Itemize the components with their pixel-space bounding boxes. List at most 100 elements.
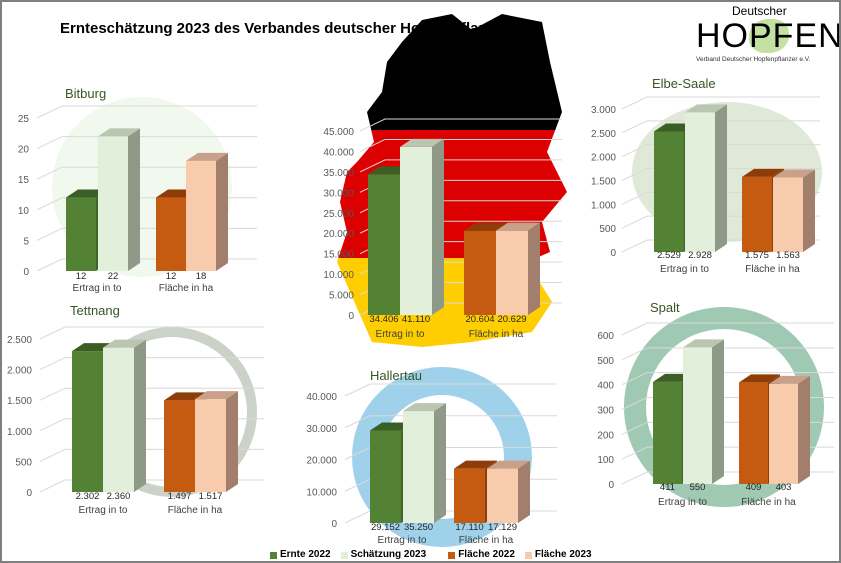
category-label: Ertrag in to — [79, 505, 128, 516]
legend-label: Fläche 2022 — [458, 549, 515, 560]
y-tick-label: 20 — [18, 145, 30, 156]
y-tick-label: 45.000 — [323, 127, 354, 138]
bar-ernte-2022 — [66, 197, 96, 271]
y-tick-label: 20.000 — [306, 456, 337, 467]
y-tick-label: 600 — [597, 331, 614, 342]
category-label: Fläche in ha — [741, 497, 796, 508]
legend-swatch — [524, 551, 532, 559]
y-tick-label: 10.000 — [306, 487, 337, 498]
gridline — [39, 357, 264, 371]
chart-deutschland: 0 5.000 10.000 15.000 20.000 25.000 30.000 35.0… — [323, 118, 562, 340]
gridline — [39, 326, 264, 340]
bar-flaeche-2022 — [454, 468, 485, 523]
y-tick-label: 35.000 — [323, 168, 354, 179]
gridline — [344, 383, 557, 397]
bar-schaetzung-2023 — [103, 347, 134, 492]
y-tick-label: 400 — [597, 381, 614, 392]
bar-side-flaeche-2023 — [803, 169, 815, 252]
bar-top-schaetzung-2023 — [400, 138, 444, 147]
y-tick-label: 1.500 — [591, 177, 616, 188]
y-tick-label: 500 — [599, 224, 616, 235]
bar-schaetzung-2023 — [683, 347, 712, 484]
y-tick-label: 2.500 — [7, 335, 32, 346]
bar-top-flaeche-2023 — [773, 169, 815, 178]
category-label: Fläche in ha — [469, 329, 524, 340]
value-label: 2.529 — [657, 250, 681, 261]
gridline — [359, 138, 562, 152]
bar-top-schaetzung-2023 — [683, 339, 724, 348]
bar-top-flaeche-2023 — [769, 375, 810, 384]
category-label: Ertrag in to — [73, 283, 122, 294]
value-label: 41.110 — [402, 314, 430, 325]
category-label: Fläche in ha — [459, 535, 514, 546]
value-label: 12 — [76, 271, 87, 282]
value-label: 1.497 — [168, 491, 192, 502]
y-tick-label: 500 — [15, 457, 32, 468]
y-tick-label: 1.000 — [591, 200, 616, 211]
y-tick-label: 25 — [18, 114, 30, 125]
y-tick-label: 30.000 — [323, 188, 354, 199]
bar-ernte-2022 — [654, 131, 684, 252]
y-tick-label: 200 — [597, 430, 614, 441]
bar-side-schaetzung-2023 — [432, 138, 444, 315]
bar-side-schaetzung-2023 — [134, 339, 146, 492]
bar-flaeche-2022 — [739, 382, 768, 484]
gridline — [621, 347, 834, 361]
chart-title: Elbe-Saale — [652, 76, 716, 91]
bar-ernte-2022 — [72, 351, 103, 492]
bar-top-flaeche-2023 — [186, 152, 228, 161]
bar-flaeche-2023 — [496, 230, 528, 315]
y-tick-label: 20.000 — [323, 229, 354, 240]
y-tick-label: 25.000 — [323, 209, 354, 220]
value-label: 17.129 — [488, 522, 517, 533]
value-label: 550 — [690, 482, 706, 493]
value-label: 29.152 — [371, 522, 400, 533]
bar-top-flaeche-2023 — [195, 391, 238, 400]
y-tick-label: 2.500 — [591, 129, 616, 140]
bar-schaetzung-2023 — [400, 146, 432, 315]
gridline — [621, 120, 820, 134]
gridline — [39, 387, 264, 401]
bar-flaeche-2022 — [464, 230, 496, 315]
chart-title: Bitburg — [65, 86, 106, 101]
y-tick-label: 1.000 — [7, 427, 32, 438]
logo-top-text: Deutscher — [732, 4, 787, 18]
bar-schaetzung-2023 — [403, 411, 434, 523]
bar-schaetzung-2023 — [685, 112, 715, 252]
y-tick-label: 2.000 — [7, 366, 32, 377]
bar-flaeche-2023 — [769, 383, 798, 484]
legend: Ernte 2022 Schätzung 2023 Fläche 2022 Fl… — [270, 549, 592, 561]
bar-side-flaeche-2023 — [216, 152, 228, 271]
bar-top-schaetzung-2023 — [98, 128, 140, 137]
y-tick-label: 0 — [331, 519, 337, 530]
bar-side-flaeche-2023 — [528, 222, 540, 315]
value-label: 35.250 — [404, 522, 433, 533]
bar-top-schaetzung-2023 — [103, 339, 146, 348]
value-label: 409 — [746, 482, 762, 493]
legend-swatch — [340, 551, 348, 559]
value-label: 12 — [166, 271, 177, 282]
y-tick-label: 5.000 — [329, 291, 354, 302]
bar-flaeche-2023 — [186, 160, 216, 271]
legend-swatch — [448, 551, 456, 559]
bar-top-ernte-2022 — [66, 189, 108, 198]
bar-top-flaeche-2022 — [464, 222, 508, 231]
logo-main-text: HOPFEN — [696, 17, 841, 55]
legend-label: Fläche 2023 — [534, 549, 592, 560]
value-label: 1.563 — [776, 250, 800, 261]
gridline — [36, 136, 257, 150]
chart-bitburg: 0 5 10 15 20 25 Bitburg 12 22 12 18 Ertrag in to Flä… — [18, 86, 257, 294]
chart-tettnang: 0 500 1.000 1.500 2.000 2.500 Tettnang 2.302 2.3… — [7, 303, 264, 516]
category-label: Ertrag in to — [376, 329, 425, 340]
bar-side-flaeche-2023 — [518, 460, 530, 523]
bar-side-flaeche-2023 — [226, 391, 238, 492]
y-tick-label: 300 — [597, 406, 614, 417]
bar-side-schaetzung-2023 — [715, 104, 727, 252]
value-label: 403 — [776, 482, 792, 493]
value-label: 17.110 — [455, 522, 483, 533]
value-label: 20.604 — [465, 314, 494, 325]
bar-top-flaeche-2022 — [742, 168, 784, 177]
legend-item-flaeche-2022: Fläche 2022 — [448, 549, 515, 561]
gridline — [344, 415, 557, 429]
